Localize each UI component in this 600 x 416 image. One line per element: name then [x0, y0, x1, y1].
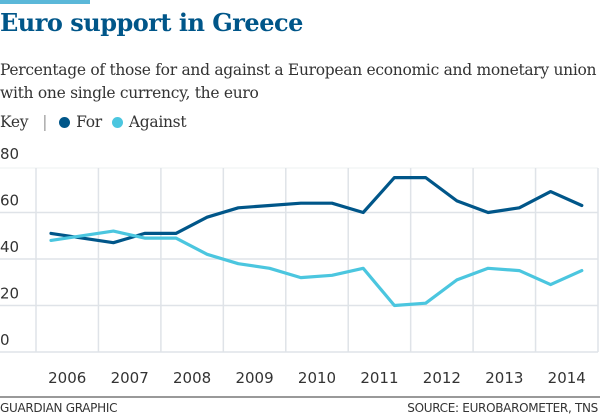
x-tick-label: 2006 [48, 369, 86, 387]
y-tick-label: 40 [0, 238, 19, 256]
footer-credit: GUARDIAN GRAPHIC [0, 401, 118, 415]
legend-label-against: Against [128, 113, 187, 131]
x-tick-label: 2012 [423, 369, 461, 387]
legend-separator: | [42, 113, 48, 131]
series-line-against [49, 229, 584, 308]
x-tick-label: 2007 [111, 369, 149, 387]
x-tick-label: 2008 [173, 369, 211, 387]
legend-key-label: Key [0, 113, 29, 131]
y-tick-label: 60 [0, 192, 19, 210]
footer-source: SOURCE: EUROBAROMETER, TNS [407, 401, 598, 415]
y-axis-ticks: 0 20 40 60 80 [0, 145, 19, 349]
chart-subtitle: Percentage of those for and against a Eu… [0, 61, 597, 102]
legend-item-for: For [59, 113, 102, 131]
x-axis-ticks: 2006 2007 2008 2009 2010 2011 2012 2013 2014 [48, 369, 586, 387]
series-line-for [49, 175, 584, 245]
x-tick-label: 2011 [360, 369, 398, 387]
x-tick-label: 2009 [235, 369, 273, 387]
legend-label-for: For [76, 113, 102, 131]
series-lines [49, 175, 584, 308]
footer-divider [0, 396, 600, 398]
grid [0, 167, 599, 353]
y-tick-label: 20 [0, 285, 19, 303]
y-tick-label: 80 [0, 145, 19, 163]
legend-dot-against-icon [111, 116, 123, 128]
legend-dot-for-icon [59, 116, 71, 128]
y-tick-label: 0 [0, 331, 10, 349]
legend: Key | For Against [0, 113, 196, 131]
x-tick-label: 2013 [485, 369, 523, 387]
legend-item-against: Against [111, 113, 187, 131]
x-tick-label: 2010 [298, 369, 336, 387]
x-tick-label: 2014 [548, 369, 586, 387]
header-accent-bar [0, 0, 90, 4]
chart-title: Euro support in Greece [0, 8, 303, 37]
